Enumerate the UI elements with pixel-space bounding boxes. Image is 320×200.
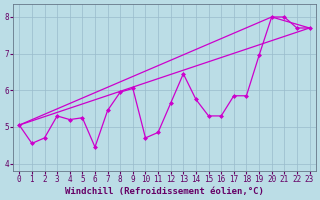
X-axis label: Windchill (Refroidissement éolien,°C): Windchill (Refroidissement éolien,°C)	[65, 187, 264, 196]
